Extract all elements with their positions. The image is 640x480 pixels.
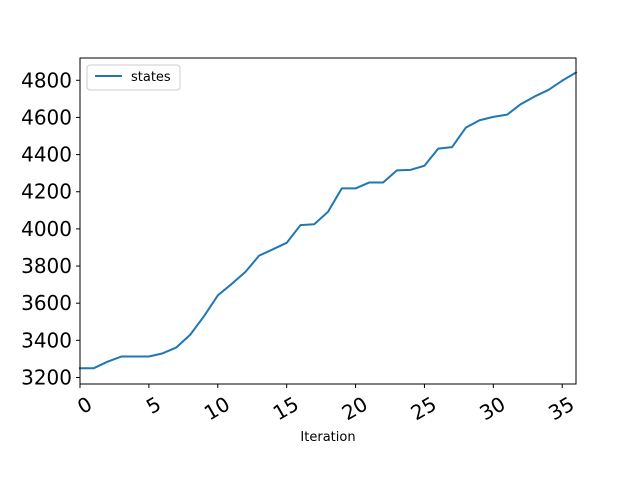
x-tick-label: 30 [475,392,509,426]
legend: states [86,64,181,91]
x-tick-label: 20 [338,392,372,426]
axes-frame [79,57,577,385]
y-tick-label: 3600 [21,291,72,315]
y-tick-label: 3400 [21,328,72,352]
y-tick-label: 3200 [21,365,72,389]
x-tick-label: 25 [407,392,441,426]
legend-box [86,64,181,91]
y-tick-label: 4000 [21,217,72,241]
axes: 3200 3400 3600 3800 4000 4200 4400 4600 4800 0 5 10… [21,57,578,426]
x-tick-label: 5 [142,392,165,419]
legend-label: states [131,70,171,85]
x-tick-label: 35 [544,392,578,426]
y-tick-label: 4200 [21,180,72,204]
y-tick-label: 3800 [21,254,72,278]
y-tick-label: 4600 [21,105,72,129]
x-tick-label: 10 [200,392,234,426]
y-tick-label: 4800 [21,68,72,92]
x-tick-label: 0 [73,392,96,419]
plot-area [79,71,578,370]
series-line-states [79,71,578,370]
y-tick-label: 4400 [21,143,72,167]
x-tick-label: 15 [269,392,303,426]
x-axis-label: Iteration [300,430,355,445]
